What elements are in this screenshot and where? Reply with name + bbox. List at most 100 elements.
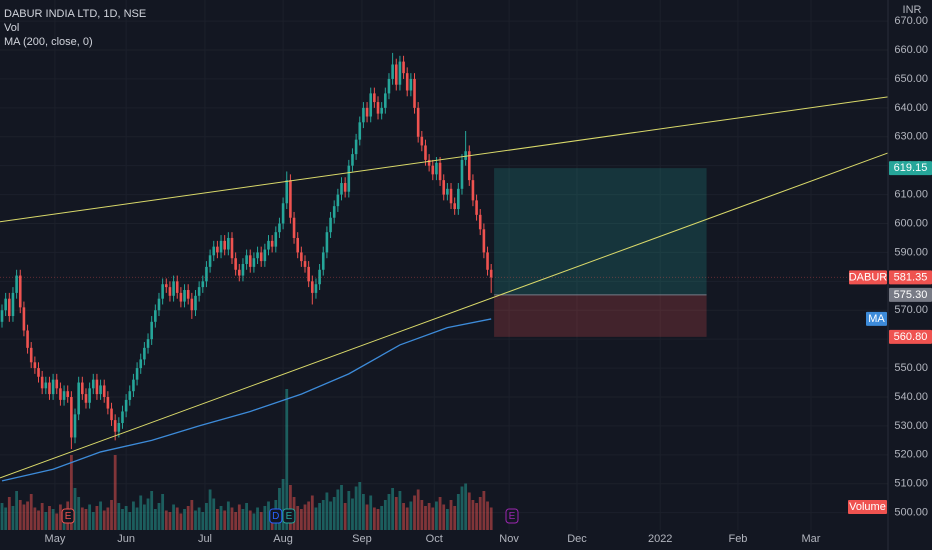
- volume-bar: [26, 501, 29, 530]
- volume-bar: [241, 509, 245, 530]
- candle-body: [332, 206, 336, 218]
- candle-body: [398, 61, 402, 85]
- volume-bar: [157, 503, 161, 530]
- x-tick-label: 2022: [648, 533, 672, 545]
- candle-body: [478, 214, 482, 230]
- candle-body: [409, 78, 413, 91]
- volume-bar: [442, 504, 446, 530]
- candle-body: [442, 180, 446, 195]
- volume-bar: [456, 494, 460, 530]
- volume-bar: [219, 506, 223, 530]
- candle-body: [102, 385, 106, 397]
- entry-price-tag-box: [889, 287, 932, 302]
- volume-bar: [365, 504, 369, 530]
- volume-bar: [285, 389, 289, 530]
- volume-bar: [420, 500, 424, 530]
- last-price-tag: 581.35: [894, 271, 928, 283]
- candle-body: [117, 423, 121, 432]
- candle-body: [175, 281, 179, 293]
- volume-bar: [29, 494, 33, 530]
- candle-body: [376, 102, 380, 114]
- candle-body: [157, 298, 161, 311]
- volume-bar: [475, 503, 478, 530]
- candle-body: [227, 237, 230, 250]
- last-price-tag-box: [889, 270, 932, 285]
- volume-bar: [453, 506, 457, 530]
- y-tick-label: 500.00: [894, 507, 928, 519]
- volume-bar: [482, 491, 486, 530]
- ma-line: [1, 318, 492, 482]
- candle-body: [186, 290, 190, 299]
- legend-item: MA (200, close, 0): [4, 36, 93, 48]
- candle-body: [394, 64, 398, 85]
- candle-body: [256, 252, 259, 259]
- candle-body: [351, 154, 354, 166]
- candle-body: [73, 414, 77, 438]
- volume-bar: [252, 513, 256, 530]
- volume-bar: [438, 497, 442, 530]
- volume-bar: [310, 495, 314, 530]
- ma-tag: MA: [868, 313, 885, 325]
- volume-bar: [18, 500, 22, 530]
- volume-bar: [201, 512, 205, 530]
- volume-bar: [102, 510, 106, 530]
- volume-tag: Volume: [849, 501, 886, 513]
- volume-bar: [135, 507, 139, 530]
- volume-bar: [117, 503, 121, 530]
- candle-body: [55, 379, 59, 389]
- candle-body: [343, 183, 347, 192]
- volume-bar: [237, 504, 241, 530]
- volume-bar: [212, 498, 216, 530]
- candle-body: [11, 292, 15, 317]
- last-price-name: DABUR: [849, 271, 888, 283]
- candle-body: [168, 287, 172, 296]
- candle-body: [435, 162, 438, 175]
- candle-body: [252, 258, 256, 267]
- candle-body: [150, 321, 153, 340]
- price-axis: 670.00660.00650.00640.00630.00620.00610.…: [45, 0, 932, 550]
- candle-body: [467, 151, 471, 181]
- candle-body: [208, 255, 212, 267]
- candle-body: [106, 396, 110, 409]
- loss-zone: [494, 294, 707, 337]
- candle-body: [329, 217, 332, 233]
- candle-body: [274, 232, 278, 247]
- volume-bar: [59, 504, 62, 530]
- candle-body: [292, 217, 296, 238]
- y-tick-label: 640.00: [894, 102, 928, 114]
- candle-body: [413, 78, 416, 108]
- volume-bar: [0, 503, 4, 530]
- candle-body: [164, 284, 168, 288]
- candle-body: [420, 136, 424, 146]
- candle-body: [259, 252, 263, 262]
- volume-bar: [332, 497, 336, 530]
- trendline: [0, 152, 889, 479]
- candle-body: [241, 263, 245, 276]
- candle-body: [29, 347, 33, 363]
- volume-bar: [289, 485, 292, 530]
- candle-body: [354, 139, 358, 155]
- candle-body: [201, 281, 205, 288]
- volume-bar: [121, 509, 124, 530]
- volume-bar: [489, 507, 493, 530]
- y-tick-label: 510.00: [894, 478, 928, 490]
- volume-tag-box: [848, 500, 887, 514]
- volume-bar: [106, 507, 110, 530]
- volume-bar: [124, 506, 128, 530]
- volume-bar: [296, 506, 300, 530]
- candle-body: [84, 394, 88, 403]
- candle-body: [347, 165, 351, 192]
- volume-bar: [464, 483, 468, 530]
- volume-bar: [175, 507, 179, 530]
- y-tick-label: 550.00: [894, 362, 928, 374]
- y-tick-label: 570.00: [894, 304, 928, 316]
- volume-bar: [51, 509, 55, 530]
- candle-body: [336, 194, 340, 207]
- volume-bar: [91, 512, 95, 530]
- volume-bar: [383, 500, 387, 530]
- volume-bar: [226, 501, 230, 530]
- volume-bar: [80, 507, 84, 530]
- volume-bar: [281, 479, 285, 530]
- candle-body: [121, 411, 124, 424]
